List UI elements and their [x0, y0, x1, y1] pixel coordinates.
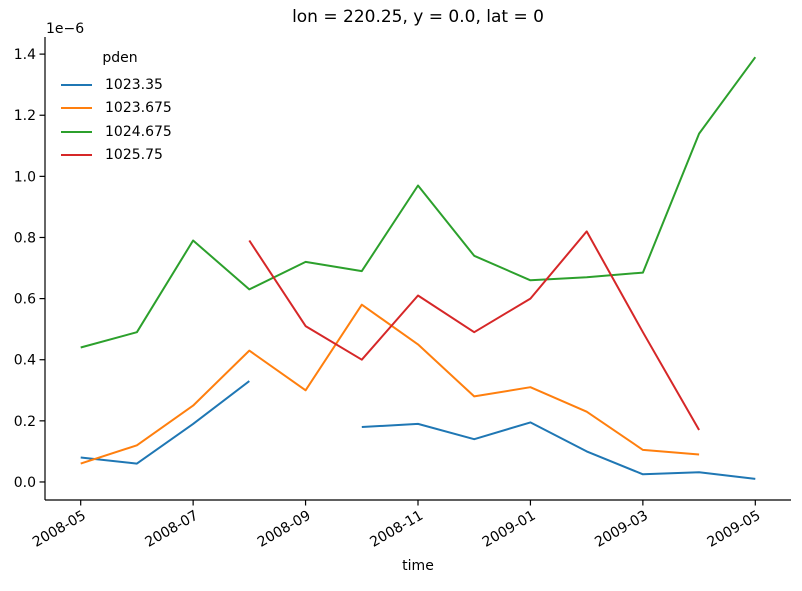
- legend-entry: 1023.675: [61, 97, 179, 121]
- chart-title: lon = 220.25, y = 0.0, lat = 0: [292, 7, 544, 27]
- x-tick-label: 2009-01: [480, 508, 539, 551]
- legend-entry-label: 1024.675: [105, 123, 172, 140]
- legend-entries: 1023.35 1023.675 1024.675 1025.75: [61, 73, 179, 167]
- y-tick-label: 1.4: [14, 47, 36, 63]
- legend-entry-label: 1023.35: [105, 76, 163, 93]
- y-tick-label: 0.0: [14, 475, 36, 491]
- legend: pden 1023.35 1023.675 1024.675 1025.75: [61, 47, 179, 167]
- x-tick-label: 2009-03: [592, 508, 651, 551]
- legend-line-swatch: [61, 107, 92, 110]
- x-tick-label: 2009-05: [705, 508, 764, 551]
- series-line-1023.675: [80, 303, 700, 465]
- legend-line-swatch: [61, 130, 92, 133]
- y-tick-label: 1.2: [14, 108, 36, 124]
- legend-line-swatch: [61, 83, 92, 86]
- y-tick-label: 0.8: [14, 230, 36, 246]
- y-tick-label: 0.2: [14, 414, 36, 430]
- series-line-1024.675: [80, 56, 757, 349]
- y-axis-offset-label: 1e−6: [46, 21, 85, 37]
- series-line-1023.35: [361, 421, 756, 480]
- x-tick-label: 2008-11: [367, 508, 426, 551]
- legend-line-swatch: [61, 154, 92, 157]
- x-tick-label: 2008-09: [255, 508, 314, 551]
- series-line-1023.35: [80, 380, 250, 465]
- legend-entry-label: 1025.75: [105, 147, 163, 164]
- legend-entry: 1025.75: [61, 144, 179, 168]
- x-tick-label: 2008-05: [30, 508, 89, 551]
- x-axis-label: time: [402, 558, 434, 574]
- legend-entry: 1024.675: [61, 120, 179, 144]
- series-line-1025.75: [248, 230, 700, 431]
- y-tick-label: 0.4: [14, 353, 36, 369]
- y-tick-label: 0.6: [14, 292, 36, 308]
- legend-title: pden: [102, 50, 138, 66]
- x-tick-label: 2008-07: [142, 508, 201, 551]
- y-tick-label: 1.0: [14, 169, 36, 185]
- legend-entry: 1023.35: [61, 73, 179, 97]
- legend-entry-label: 1023.675: [105, 100, 172, 117]
